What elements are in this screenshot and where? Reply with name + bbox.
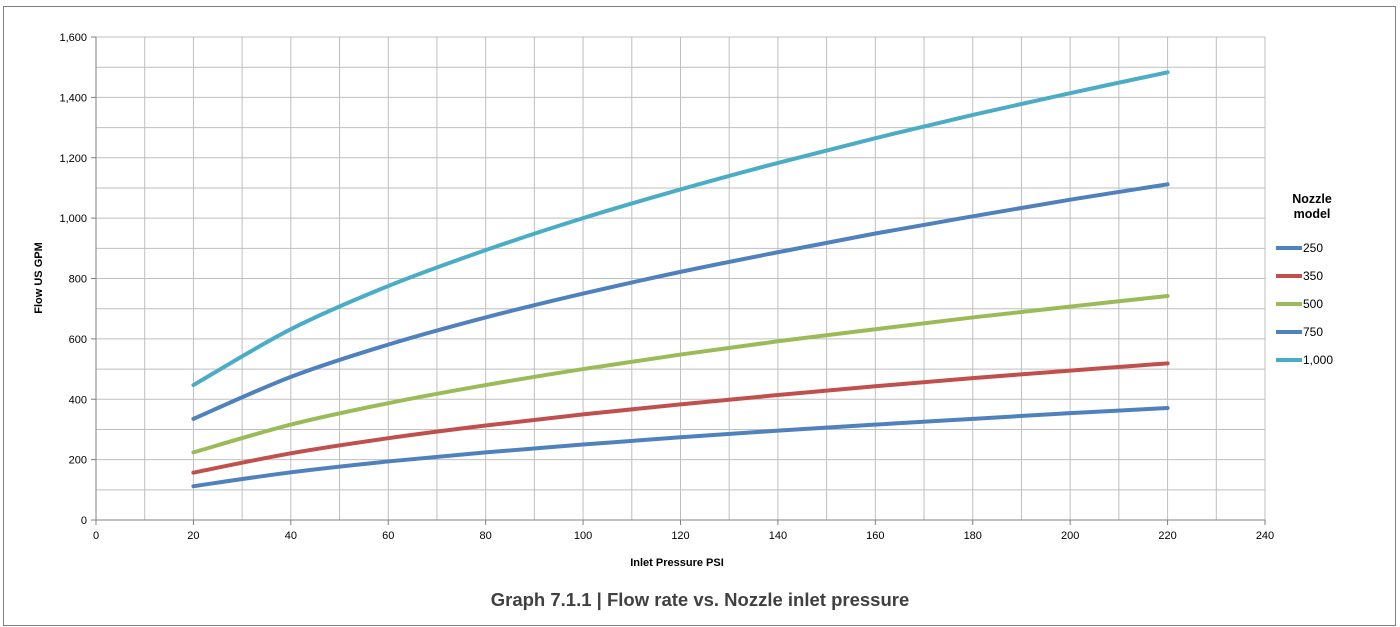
- series-line-250: [191, 406, 1170, 489]
- x-tick-label: 240: [1256, 530, 1274, 542]
- legend-title: Nozzle model: [1292, 192, 1332, 221]
- legend-label: 750: [1303, 325, 1323, 339]
- legend-label: 250: [1303, 241, 1323, 255]
- chart-caption: Graph 7.1.1 | Flow rate vs. Nozzle inlet…: [490, 589, 910, 610]
- y-tick-label: 0: [81, 515, 87, 527]
- y-tick-label: 400: [69, 394, 87, 406]
- x-tick-label: 60: [382, 530, 394, 542]
- legend-label: 1,000: [1303, 353, 1333, 367]
- chart-series: [191, 70, 1170, 489]
- y-tick-label: 600: [69, 334, 87, 346]
- x-tick-label: 200: [1061, 530, 1079, 542]
- chart-frame: [3, 6, 1396, 626]
- chart-grid: [96, 36, 1266, 520]
- series-line-500: [191, 294, 1170, 455]
- x-tick-label: 80: [480, 530, 492, 542]
- y-tick-label: 1,000: [59, 213, 87, 225]
- chart-legend: 250 350 500 750 1,000: [1276, 241, 1333, 367]
- x-tick-label: 0: [93, 530, 99, 542]
- chart-ticks: 0 20 40 60 80 100 120 140 160 180 200 220 240 0 200 400…: [59, 32, 1274, 542]
- y-tick-label: 800: [69, 274, 87, 286]
- x-tick-label: 180: [964, 530, 982, 542]
- legend-label: 500: [1303, 297, 1323, 311]
- y-tick-label: 1,200: [59, 153, 87, 165]
- x-tick-label: 100: [574, 530, 592, 542]
- series-line-1000: [191, 70, 1170, 388]
- y-axis-label: Flow US GPM: [33, 242, 45, 314]
- y-tick-label: 1,600: [59, 32, 87, 44]
- x-tick-label: 120: [671, 530, 689, 542]
- y-tick-label: 200: [69, 455, 87, 467]
- x-tick-label: 20: [187, 530, 199, 542]
- series-line-750: [191, 182, 1170, 421]
- x-tick-label: 40: [285, 530, 297, 542]
- x-axis-label: Inlet Pressure PSI: [630, 557, 724, 569]
- legend-label: 350: [1303, 269, 1323, 283]
- y-tick-label: 1,400: [59, 92, 87, 104]
- x-tick-label: 140: [769, 530, 787, 542]
- series-line-350: [191, 361, 1170, 475]
- x-tick-label: 220: [1158, 530, 1176, 542]
- x-tick-label: 160: [866, 530, 884, 542]
